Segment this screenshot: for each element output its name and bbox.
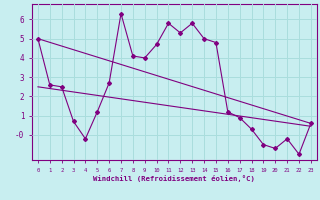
X-axis label: Windchill (Refroidissement éolien,°C): Windchill (Refroidissement éolien,°C) [93, 175, 255, 182]
